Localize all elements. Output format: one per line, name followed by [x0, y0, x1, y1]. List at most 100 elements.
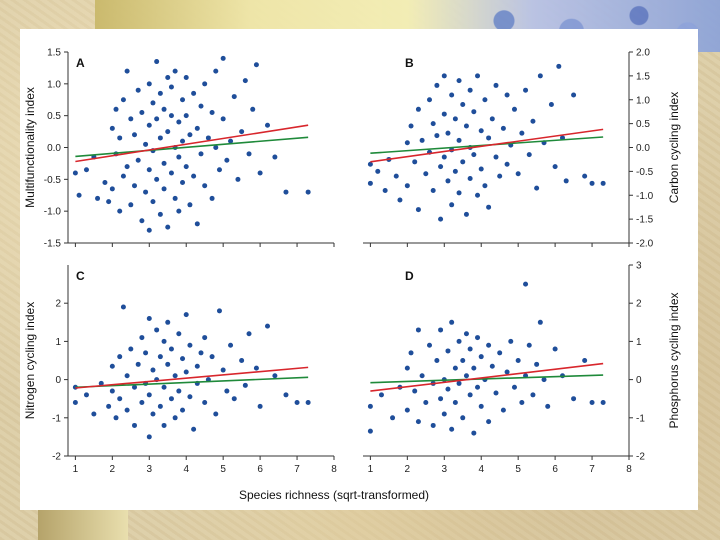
panel-b-data-point — [441, 111, 447, 117]
panel-a-data-point — [250, 106, 256, 112]
panel-d-data-point — [486, 419, 492, 425]
panel-d-data-point — [537, 319, 543, 325]
panel-b-data-point — [482, 183, 488, 189]
panel-d-y-tick-label: -1 — [636, 413, 645, 424]
panel-d-data-point — [390, 415, 396, 421]
panel-b-data-point — [404, 183, 410, 189]
panel-b-data-point — [571, 92, 577, 98]
panel-d-data-point — [438, 327, 444, 333]
panel-d-data-point — [489, 363, 495, 369]
panel-b-data-point — [408, 123, 414, 129]
panel-b-data-point — [367, 161, 373, 167]
panel-d-data-point — [467, 346, 473, 352]
x-axis-label: Species richness (sqrt-transformed) — [239, 488, 429, 502]
panel-a-data-point — [154, 59, 160, 65]
panel-c-data-point — [120, 304, 126, 310]
panel-d-data-point — [478, 354, 484, 360]
panel-a-data-point — [180, 138, 186, 144]
panel-a-data-point — [168, 84, 174, 90]
panel-b-data-point — [475, 192, 481, 198]
panel-b-y-tick-label: -0.5 — [636, 167, 654, 178]
panel-b-data-point — [404, 140, 410, 146]
panel-a-data-point — [165, 74, 171, 80]
panel-c-data-point — [228, 342, 234, 348]
panel-d-data-point — [449, 426, 455, 432]
panel-c-data-point — [242, 382, 248, 388]
panel-b-data-point — [471, 152, 477, 158]
panel-a-data-point — [124, 164, 130, 170]
panel-a-data-point — [168, 170, 174, 176]
panel-d-data-point — [519, 400, 525, 406]
panel-b-data-point — [438, 164, 444, 170]
panel-a-data-point — [120, 97, 126, 103]
panel-a-data-point — [165, 224, 171, 230]
panel-d-data-point — [463, 373, 469, 379]
panel-a-data-point — [202, 81, 208, 87]
panel-a-y-tick-label: -0.5 — [44, 175, 62, 186]
panel-b-data-point — [500, 125, 506, 131]
panel-a-data-point — [157, 135, 163, 141]
panel-d-data-point — [508, 338, 514, 344]
panel-a-data-point — [146, 227, 152, 233]
panel-b-data-point — [434, 82, 440, 88]
panel-c-data-point — [132, 384, 137, 390]
panel-d-data-point — [523, 281, 529, 287]
panel-b-data-point — [445, 130, 451, 136]
panel-c-data-point — [202, 400, 208, 406]
panel-c-data-point — [161, 422, 167, 428]
panel-b-data-point — [445, 178, 451, 184]
panel-d-trend-line-green — [370, 374, 604, 384]
panel-b-y-tick-label: -2.0 — [636, 239, 654, 250]
panel-b-data-point — [427, 97, 432, 103]
panel-c-data-point — [220, 367, 226, 373]
panel-b-data-point — [523, 87, 529, 93]
panel-d-x-tick-label: 1 — [368, 464, 374, 475]
panel-b-data-point — [486, 135, 492, 141]
panel-d-data-point — [449, 319, 455, 325]
panel-c-data-point — [109, 363, 115, 369]
panel-d-data-point — [415, 327, 421, 333]
panel-a-data-point — [257, 170, 263, 176]
panel-d-data-point — [452, 365, 458, 371]
panel-d-data-point — [463, 331, 469, 337]
panel-d-data-point — [408, 350, 414, 356]
panel-c-data-point — [128, 346, 134, 352]
panel-d-y-tick-label: 1 — [636, 337, 642, 348]
panel-b-data-point — [515, 171, 521, 177]
panel-a-data-point — [135, 157, 141, 163]
panel-a-data-point — [176, 154, 182, 160]
panel-d-data-point — [500, 407, 506, 413]
panel-c-data-point — [172, 415, 178, 421]
panel-b-data-point — [367, 180, 373, 186]
panel-c-data-point — [161, 384, 167, 390]
panel-a-data-point — [139, 218, 145, 224]
panel-a-data-point — [132, 183, 137, 189]
panel-a-data-point — [180, 97, 186, 103]
panel-d-data-point — [427, 342, 432, 348]
panel-a-y-tick-label: -1.0 — [44, 207, 62, 218]
panel-a-data-point — [120, 173, 126, 179]
panel-b-data-point — [556, 63, 562, 69]
panel-d-data-point — [430, 422, 436, 428]
panel-a-data-point — [176, 119, 182, 125]
panel-d-data-point — [486, 342, 492, 348]
panel-a-data-point — [183, 164, 189, 170]
panel-a-y-tick-label: 1.5 — [47, 48, 61, 59]
panel-d-x-tick-label: 3 — [441, 464, 447, 475]
panel-d-y-tick-label: 0 — [636, 375, 642, 386]
panel-c-data-point — [224, 388, 230, 394]
panel-d-data-point — [445, 386, 451, 392]
panel-c-y-tick-label: -2 — [52, 452, 61, 463]
panel-a-data-point — [113, 106, 119, 112]
panel-a-data-point — [72, 170, 78, 176]
panel-a-data-point — [165, 129, 171, 135]
panel-d-y-axis-label: Phosphorus cycling index — [667, 292, 681, 428]
panel-d-data-point — [467, 392, 473, 398]
panel-b-data-point — [456, 78, 462, 84]
panel-b-letter: B — [405, 56, 414, 70]
panel-a-data-point — [213, 145, 219, 150]
panel-a-data-point — [161, 106, 167, 112]
panel-d-data-point — [415, 419, 421, 425]
panel-b-data-point — [467, 176, 473, 182]
panel-d-data-point — [423, 400, 429, 406]
